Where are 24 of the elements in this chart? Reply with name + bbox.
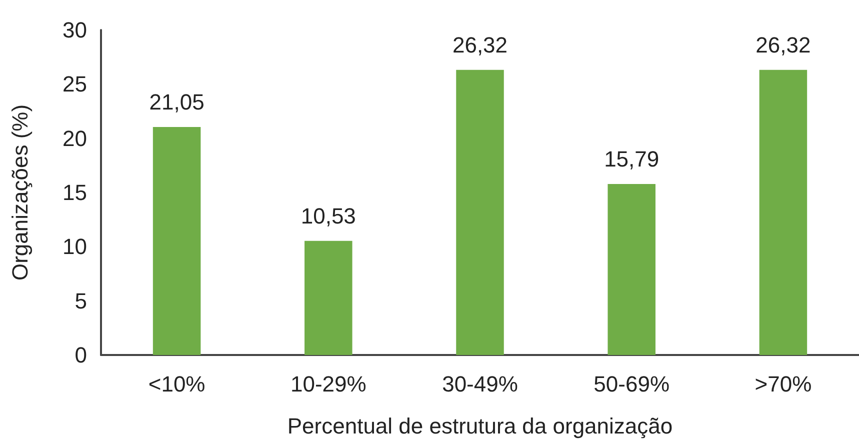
x-tick-label: 10-29% xyxy=(290,372,366,396)
x-axis-title: Percentual de estrutura da organização xyxy=(287,414,673,438)
x-tick-label: 50-69% xyxy=(594,372,670,396)
y-axis-title: Organizações (%) xyxy=(8,104,32,281)
y-tick-label: 0 xyxy=(74,342,87,368)
data-label: 21,05 xyxy=(149,89,204,114)
bar xyxy=(304,240,352,355)
bar xyxy=(456,70,504,355)
y-tick-label: 30 xyxy=(62,18,87,42)
data-label: 15,79 xyxy=(604,146,660,172)
y-tick-label: 15 xyxy=(62,180,87,205)
data-label: 26,32 xyxy=(756,32,811,58)
bar xyxy=(152,126,201,355)
y-tick-label: 10 xyxy=(62,234,87,260)
x-tick-label: <10% xyxy=(148,372,206,396)
bar xyxy=(759,70,808,355)
data-label: 10,53 xyxy=(300,203,356,228)
x-tick-label: >70% xyxy=(754,372,812,396)
y-tick-label: 5 xyxy=(74,288,87,314)
data-label: 26,32 xyxy=(452,32,508,58)
bar xyxy=(608,184,656,355)
y-tick-label: 25 xyxy=(62,72,87,97)
x-tick-label: 30-49% xyxy=(442,372,518,396)
y-tick-label: 20 xyxy=(62,126,87,151)
